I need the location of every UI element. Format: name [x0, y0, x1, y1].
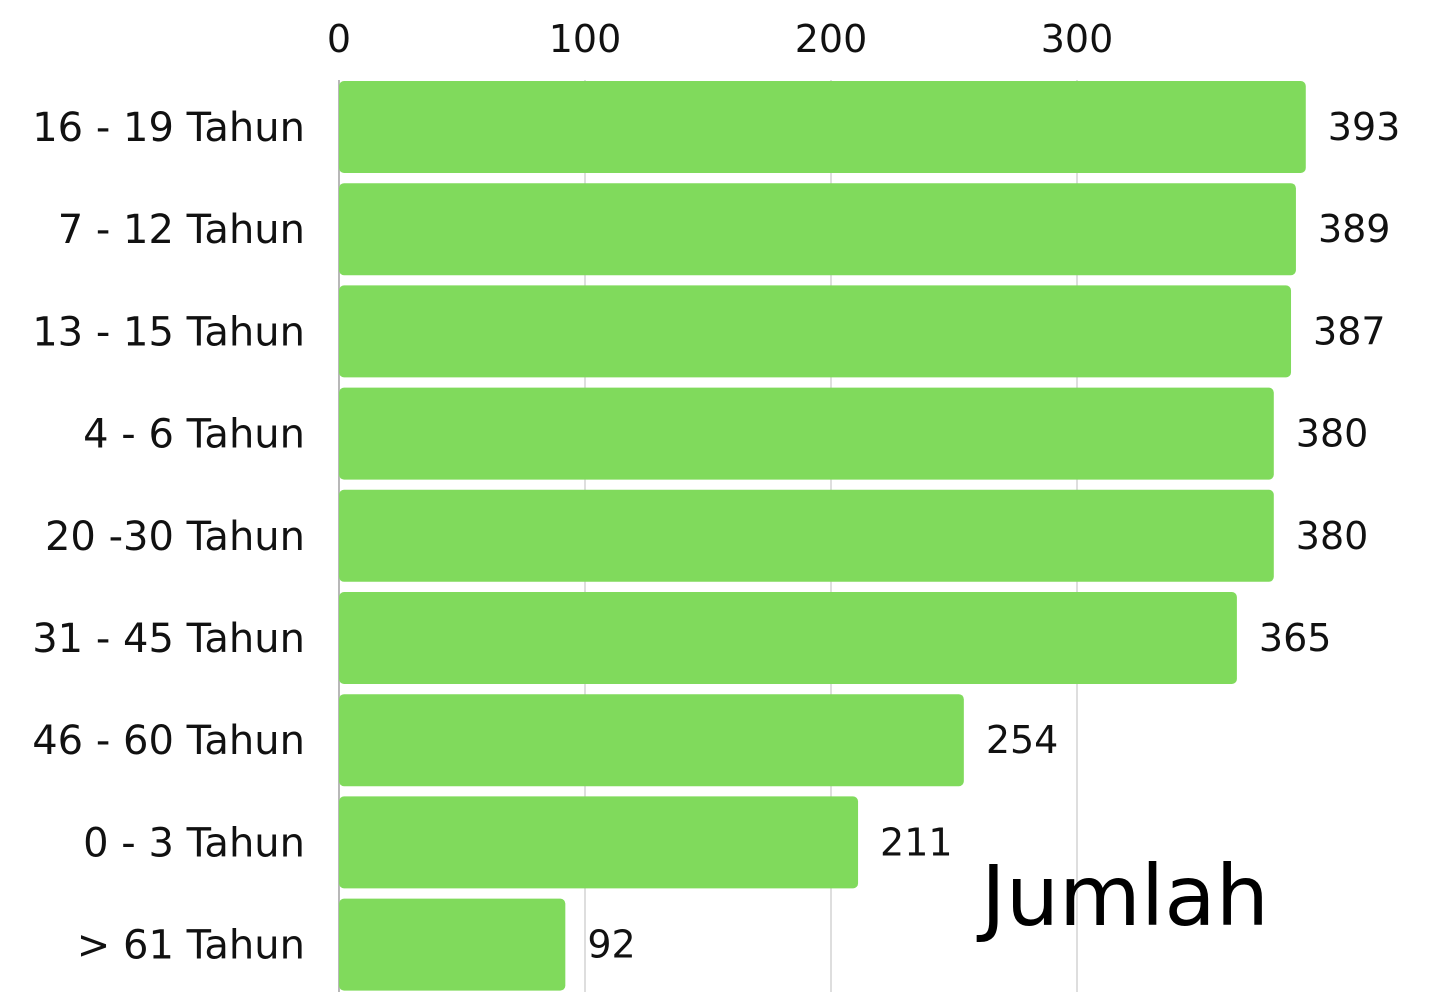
category-label: > 61 Tahun	[77, 923, 305, 969]
bars	[339, 81, 1306, 991]
data-label: 211	[880, 820, 953, 864]
category-label: 20 -30 Tahun	[45, 514, 305, 560]
bar	[339, 898, 566, 991]
x-tick-label: 0	[327, 17, 351, 61]
data-label: 92	[587, 923, 635, 967]
bar	[339, 387, 1274, 480]
data-label: 389	[1318, 207, 1391, 251]
category-labels: 16 - 19 Tahun 7 - 12 Tahun 13 - 15 Tahun 4 …	[32, 105, 305, 969]
x-tick-label: 300	[1041, 17, 1114, 61]
x-tick-label: 200	[795, 17, 868, 61]
category-label: 7 - 12 Tahun	[58, 207, 305, 253]
category-label: 0 - 3 Tahun	[83, 820, 305, 866]
data-label: 387	[1313, 309, 1386, 353]
data-label: 365	[1259, 616, 1332, 660]
category-label: 46 - 60 Tahun	[32, 718, 305, 764]
bar	[339, 183, 1296, 276]
category-label: 31 - 45 Tahun	[32, 616, 305, 662]
x-axis-ticks: 0 100 200 300	[327, 17, 1113, 61]
category-label: 4 - 6 Tahun	[83, 412, 305, 458]
bar	[339, 694, 964, 787]
data-label: 380	[1296, 412, 1369, 456]
data-label: 380	[1296, 514, 1369, 558]
data-label: 393	[1328, 105, 1401, 149]
data-label: 254	[986, 718, 1059, 762]
bar	[339, 285, 1292, 378]
bar	[339, 489, 1274, 582]
bar	[339, 81, 1306, 173]
bar	[339, 796, 859, 889]
data-labels: 393 389 387 380 380 365 254 211 92	[587, 105, 1400, 967]
x-tick-label: 100	[549, 17, 622, 61]
bar	[339, 592, 1237, 684]
category-label: 13 - 15 Tahun	[32, 309, 305, 355]
category-label: 16 - 19 Tahun	[32, 105, 305, 151]
legend-series-name: Jumlah	[976, 847, 1269, 945]
